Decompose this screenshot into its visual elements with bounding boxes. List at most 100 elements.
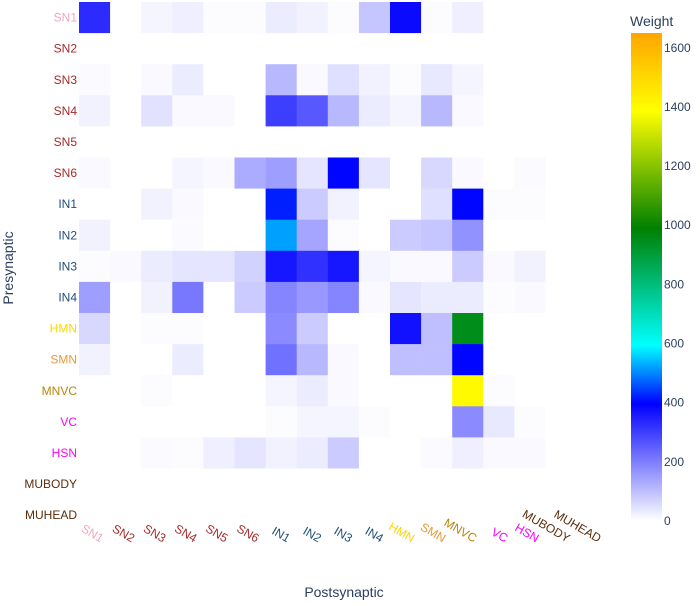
heatmap-cell <box>203 2 235 34</box>
heatmap-cell <box>545 468 577 500</box>
heatmap-cell <box>296 33 329 65</box>
heatmap-cell <box>452 313 484 345</box>
y-tick-label: SMN <box>50 353 77 367</box>
heatmap-cell <box>421 64 453 96</box>
heatmap-cell <box>358 126 391 158</box>
heatmap-cell <box>172 344 204 376</box>
heatmap-cell <box>390 281 422 314</box>
heatmap-cell <box>172 64 204 96</box>
heatmap-cell <box>203 468 235 500</box>
heatmap-cell <box>265 219 297 252</box>
heatmap-cell <box>234 188 266 220</box>
heatmap-cell <box>358 313 391 345</box>
y-tick-label: IN4 <box>58 290 77 304</box>
heatmap-cell <box>421 95 453 127</box>
heatmap-cell <box>203 344 235 376</box>
heatmap-cell <box>141 281 173 314</box>
heatmap-cell <box>483 188 515 220</box>
heatmap-cell <box>79 437 111 469</box>
heatmap-cell <box>483 375 515 407</box>
heatmap-cell <box>296 499 329 531</box>
heatmap-cell <box>327 375 360 407</box>
colorbar-tick-label: 600 <box>664 337 684 351</box>
heatmap-cell <box>327 95 360 127</box>
heatmap-cell <box>296 95 329 127</box>
colorbar-tick-label: 0 <box>664 514 671 528</box>
y-tick-labels: SN1 SN2 SN3 SN4 SN5 SN6 IN1 IN2 IN3 IN4 HMN SMN MNVC… <box>24 11 77 523</box>
heatmap-cell <box>172 250 204 283</box>
y-tick-label: SN2 <box>54 42 78 56</box>
heatmap-cell <box>421 250 453 283</box>
heatmap-cell <box>234 219 266 252</box>
heatmap-cell <box>358 437 391 469</box>
heatmap-cell <box>265 468 297 500</box>
heatmap-cell <box>358 250 391 283</box>
heatmap-cell <box>514 157 546 189</box>
heatmap-cell <box>358 2 391 34</box>
heatmap-cell <box>421 188 453 220</box>
heatmap-cell <box>545 313 577 345</box>
heatmap-cell <box>576 406 608 438</box>
heatmap-cell <box>514 188 546 220</box>
heatmap-cell <box>265 126 297 158</box>
heatmap-cell <box>358 406 391 438</box>
heatmap-cell <box>452 95 484 127</box>
heatmap-cell <box>390 64 422 96</box>
heatmap-cell <box>576 313 608 345</box>
heatmap-cell <box>234 33 266 65</box>
heatmap-cell <box>576 219 608 252</box>
heatmap-cell <box>483 64 515 96</box>
heatmap-cell <box>141 437 173 469</box>
heatmap-cell <box>483 2 515 34</box>
heatmap-cell <box>79 281 111 314</box>
heatmap-cell <box>110 33 142 65</box>
heatmap-cell <box>265 250 297 283</box>
heatmap-cell <box>265 499 297 531</box>
heatmap-cell <box>327 157 360 189</box>
heatmap-cell <box>79 375 111 407</box>
heatmap-cell <box>390 33 422 65</box>
heatmap-cell <box>234 437 266 469</box>
heatmap-cell <box>576 250 608 283</box>
heatmap-cells <box>79 2 608 531</box>
heatmap-cell <box>110 188 142 220</box>
heatmap-cell <box>327 499 360 531</box>
heatmap-cell <box>514 344 546 376</box>
colorbar-tick-label: 1600 <box>664 41 691 55</box>
heatmap-cell <box>296 375 329 407</box>
heatmap-cell <box>514 95 546 127</box>
heatmap-cell <box>358 219 391 252</box>
heatmap-cell <box>545 499 577 531</box>
heatmap-cell <box>110 468 142 500</box>
heatmap-cell <box>172 95 204 127</box>
heatmap-cell <box>514 499 546 531</box>
heatmap-cell <box>265 2 297 34</box>
colorbar-tick-label: 1200 <box>664 159 691 173</box>
heatmap-cell <box>545 250 577 283</box>
heatmap-cell <box>390 468 422 500</box>
heatmap-cell <box>203 313 235 345</box>
heatmap-cell <box>327 219 360 252</box>
heatmap-cell <box>203 95 235 127</box>
heatmap-cell <box>296 219 329 252</box>
heatmap-cell <box>390 2 422 34</box>
heatmap-cell <box>110 437 142 469</box>
heatmap-cell <box>141 219 173 252</box>
heatmap-cell <box>327 468 360 500</box>
heatmap-cell <box>172 313 204 345</box>
heatmap-cell <box>545 406 577 438</box>
heatmap-cell <box>452 188 484 220</box>
heatmap-cell <box>576 33 608 65</box>
heatmap-cell <box>110 313 142 345</box>
heatmap-cell <box>234 157 266 189</box>
y-tick-label: SN1 <box>54 11 78 25</box>
heatmap-cell <box>421 157 453 189</box>
y-axis-title: Presynaptic <box>0 231 16 304</box>
y-tick-label: IN1 <box>58 197 77 211</box>
heatmap-cell <box>576 344 608 376</box>
heatmap-cell <box>203 437 235 469</box>
heatmap-cell <box>514 313 546 345</box>
heatmap-cell <box>234 499 266 531</box>
heatmap-cell <box>390 375 422 407</box>
heatmap-cell <box>172 499 204 531</box>
